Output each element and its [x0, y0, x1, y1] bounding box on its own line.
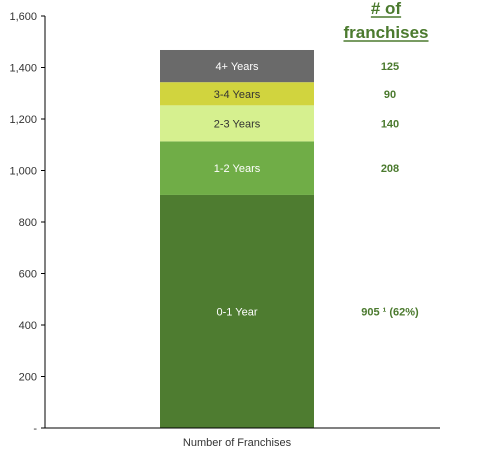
count-label: 90: [384, 89, 396, 101]
y-tick-label: 800: [19, 217, 37, 229]
y-axis: - 200 400 600 800 1,000 1,200 1,400 1,600: [9, 11, 46, 435]
y-tick-label: 1,600: [9, 11, 37, 23]
segment-label: 0-1 Year: [217, 306, 258, 318]
bar-segment: [160, 141, 314, 195]
bar-segment: [160, 105, 314, 142]
y-tick-label: 200: [19, 372, 37, 384]
segment-label: 4+ Years: [215, 61, 259, 73]
x-category-label: Number of Franchises: [183, 437, 292, 449]
count-label: 208: [381, 163, 399, 175]
bar-segment: [160, 49, 314, 83]
count-label: 140: [381, 118, 399, 130]
segment-label: 3-4 Years: [214, 89, 261, 101]
count-column-header: # of franchises: [343, 0, 429, 42]
header-line: franchises: [343, 23, 428, 42]
header-line: # of: [371, 0, 402, 18]
y-tick-label: 1,000: [9, 166, 37, 178]
y-tick-label: 1,400: [9, 63, 37, 75]
count-labels: 905 ¹ (62%) 208 140 90 125: [361, 61, 419, 318]
y-tick-label: 400: [19, 320, 37, 332]
segment-label: 1-2 Years: [214, 163, 261, 175]
segment-labels: 0-1 Year 1-2 Years 2-3 Years 3-4 Years 4+ Ye…: [214, 61, 261, 318]
bar-segment: [160, 82, 314, 106]
bar-segment: [160, 194, 314, 428]
count-label: 905 ¹ (62%): [361, 306, 419, 318]
y-tick-label: 600: [19, 269, 37, 281]
bar-segments: [160, 49, 314, 428]
segment-label: 2-3 Years: [214, 118, 261, 130]
y-tick-label: -: [33, 423, 37, 435]
count-label: 125: [381, 61, 399, 73]
y-tick-label: 1,200: [9, 114, 37, 126]
